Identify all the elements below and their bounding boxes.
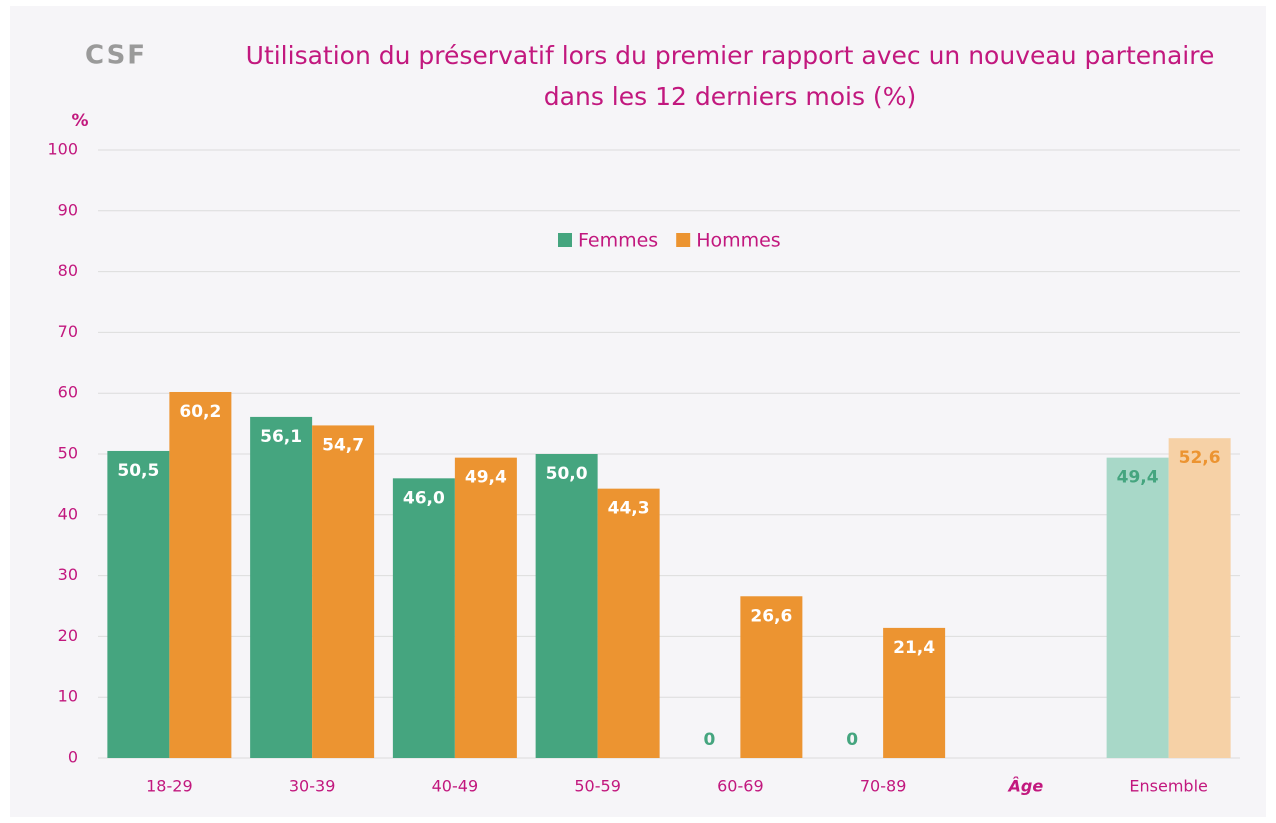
y-tick-label: 100: [47, 140, 78, 159]
y-tick-label: 80: [58, 261, 78, 280]
x-tick-label: 30-39: [289, 777, 336, 796]
y-tick-label: 10: [58, 687, 78, 706]
bar: [597, 488, 660, 758]
bar: [883, 627, 946, 758]
legend-swatch: [676, 233, 691, 247]
data-label: 49,4: [1117, 468, 1159, 488]
y-tick-label: 50: [58, 444, 78, 463]
bar: [1168, 438, 1231, 758]
bar: [312, 425, 375, 758]
y-tick-label: 20: [58, 626, 78, 645]
logo: CSF: [85, 41, 147, 71]
y-tick-label: 70: [58, 322, 78, 341]
y-tick-label: 60: [58, 383, 78, 402]
bar: [535, 454, 598, 758]
y-tick-label: 40: [58, 504, 78, 523]
data-label: 60,2: [179, 402, 221, 422]
legend-label: Femmes: [578, 230, 658, 252]
data-label: 26,6: [750, 606, 792, 626]
x-tick-label: 18-29: [146, 777, 193, 796]
data-label: 21,4: [893, 638, 935, 658]
y-tick-label: 90: [58, 200, 78, 219]
x-axis-label: Âge: [1007, 777, 1044, 796]
x-tick-label: 50-59: [574, 777, 621, 796]
bar: [392, 478, 455, 758]
legend-label: Hommes: [696, 230, 781, 252]
y-tick-label: 0: [68, 748, 78, 767]
y-tick-label: 30: [58, 565, 78, 584]
x-tick-label: Ensemble: [1129, 777, 1207, 796]
bar: [250, 416, 313, 758]
chart-title: dans les 12 derniers mois (%): [544, 82, 916, 111]
bar: [454, 457, 517, 758]
data-label: 0: [846, 730, 858, 750]
data-label: 0: [703, 730, 715, 750]
data-label: 54,7: [322, 435, 364, 455]
data-label: 50,5: [117, 461, 159, 481]
bar: [1106, 457, 1169, 758]
x-tick-label: 60-69: [717, 777, 764, 796]
bar: [169, 391, 232, 758]
bar: [107, 450, 170, 758]
data-label: 52,6: [1179, 448, 1221, 468]
data-label: 49,4: [465, 468, 507, 488]
x-tick-label: 40-49: [432, 777, 479, 796]
y-axis-label: %: [71, 111, 88, 131]
x-tick-label: 70-89: [860, 777, 907, 796]
legend-swatch: [558, 233, 572, 247]
data-label: 44,3: [608, 499, 650, 519]
chart-title: Utilisation du préservatif lors du premi…: [246, 41, 1215, 70]
data-label: 50,0: [546, 464, 588, 484]
data-label: 46,0: [403, 488, 445, 508]
data-label: 56,1: [260, 427, 302, 447]
bar: [740, 596, 803, 758]
